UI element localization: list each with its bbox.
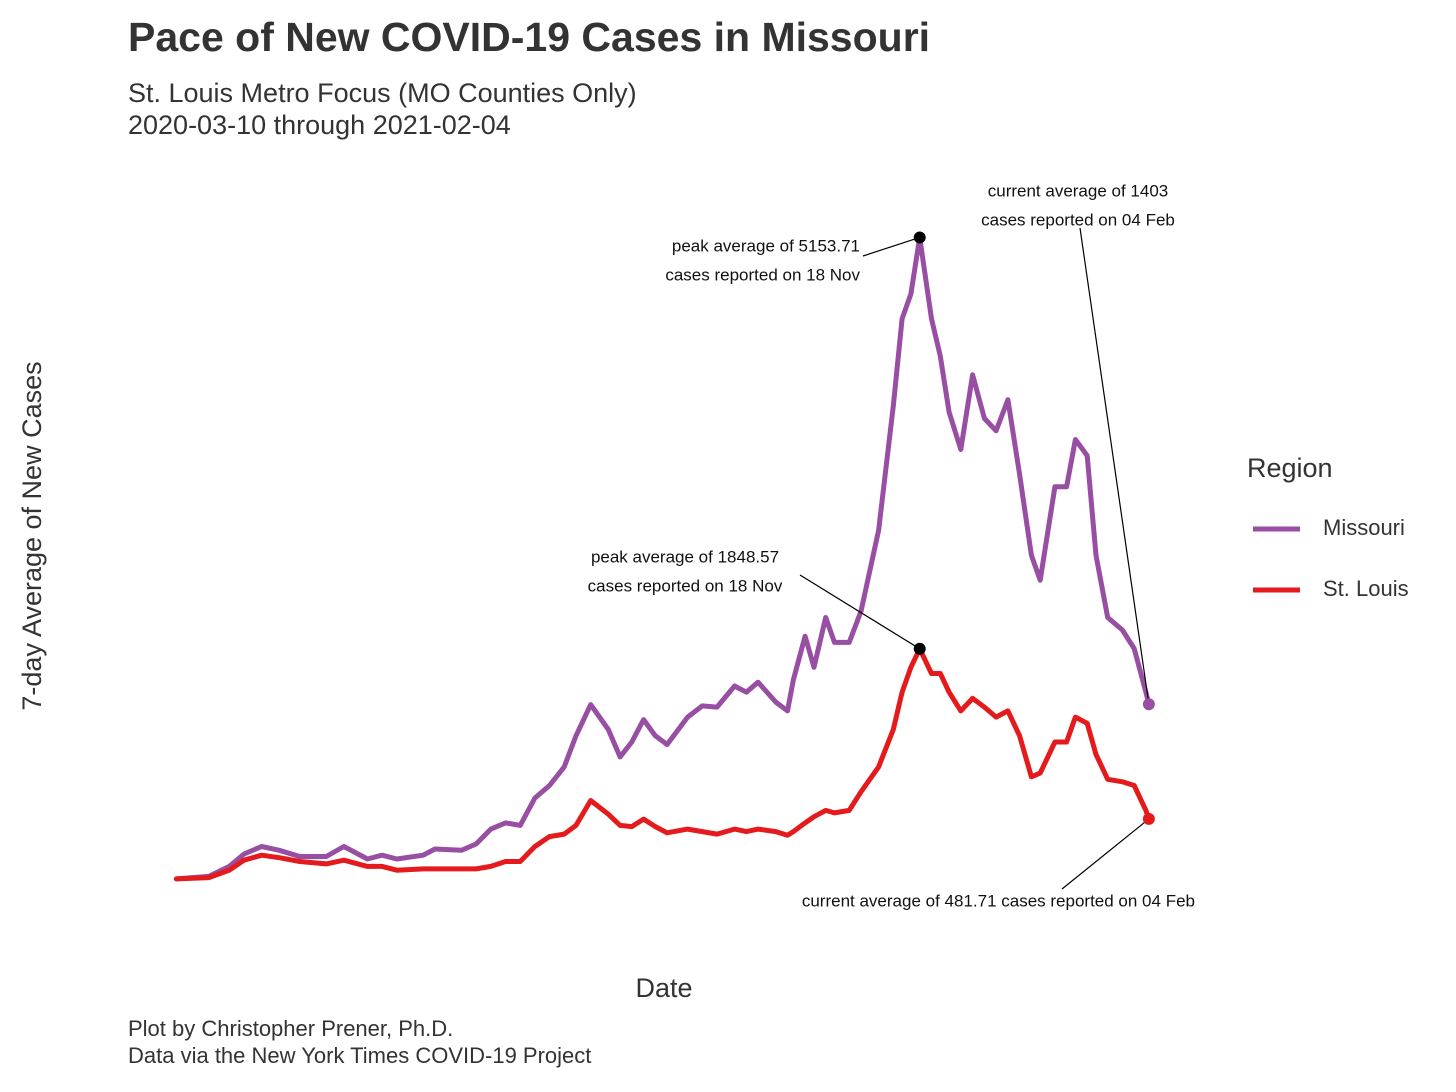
annotation-point: [1142, 698, 1155, 711]
annotation-text: peak average of 1848.57: [591, 547, 779, 566]
annotation-leader: [799, 574, 921, 650]
chart-title: Pace of New COVID-19 Cases in Missouri: [128, 14, 930, 60]
annotation-text: cases reported on 18 Nov: [588, 576, 783, 595]
plot-area: [173, 227, 1155, 890]
chart-subtitle: 2020-03-10 through 2021-02-04: [128, 110, 511, 140]
legend-label: Missouri: [1323, 515, 1405, 540]
annotation-text: current average of 481.71 cases reported…: [802, 891, 1195, 910]
annotation-text: peak average of 5153.71: [672, 236, 860, 255]
caption: Plot by Christopher Prener, Ph.D.: [128, 1016, 453, 1041]
annotation-leader: [1061, 818, 1150, 890]
annotation-text: cases reported on 04 Feb: [981, 210, 1175, 229]
caption: Data via the New York Times COVID-19 Pro…: [128, 1043, 591, 1068]
annotation-point: [913, 642, 926, 655]
annotation-leader: [1079, 227, 1150, 705]
legend-title: Region: [1247, 453, 1333, 483]
y-axis-label: 7-day Average of New Cases: [17, 361, 47, 710]
x-axis-label: Date: [635, 973, 692, 1003]
annotation-point: [1142, 812, 1155, 825]
annotation-text: current average of 1403: [988, 181, 1169, 200]
labels: Pace of New COVID-19 Cases in Missouri S…: [17, 14, 1408, 1068]
chart-subtitle: St. Louis Metro Focus (MO Counties Only): [128, 78, 637, 108]
annotation-point: [913, 231, 926, 244]
annotation-text: cases reported on 18 Nov: [665, 265, 860, 284]
data-line: [173, 646, 1152, 882]
data-line: [173, 234, 1152, 882]
annotation-leader: [862, 236, 920, 257]
legend-label: St. Louis: [1323, 576, 1409, 601]
